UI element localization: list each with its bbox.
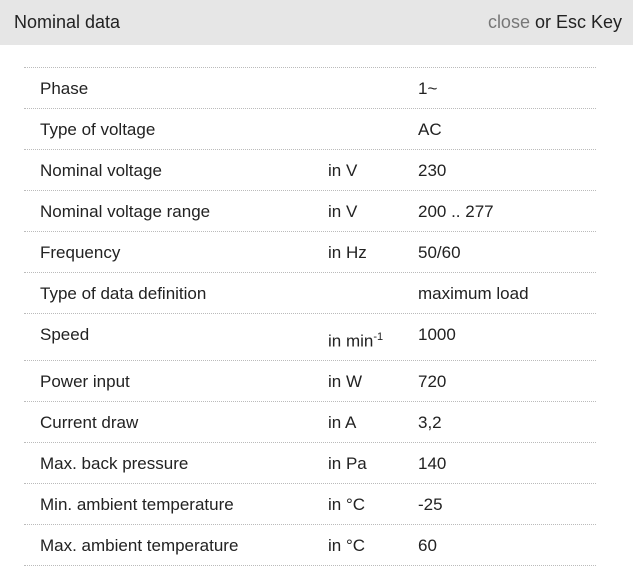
row-value: maximum load bbox=[418, 284, 529, 303]
unit-text: in min bbox=[328, 331, 374, 351]
row-unit: in V bbox=[328, 161, 358, 180]
row-label: Speed bbox=[40, 325, 90, 344]
table-row: Speed in min-1 1000 bbox=[24, 314, 596, 361]
row-unit: in min-1 bbox=[328, 314, 418, 360]
table-row: Type of data definition maximum load bbox=[24, 273, 596, 314]
row-unit: in W bbox=[328, 372, 362, 391]
dialog-header: Nominal data close or Esc Key bbox=[0, 0, 633, 45]
row-value: 1~ bbox=[418, 79, 438, 98]
row-value: 720 bbox=[418, 372, 447, 391]
nominal-data-table: Phase 1~ Type of voltage AC Nominal voltage i… bbox=[24, 67, 596, 566]
close-hint: close or Esc Key bbox=[488, 12, 622, 33]
row-value: -25 bbox=[418, 495, 443, 514]
row-label: Type of data definition bbox=[40, 284, 207, 303]
row-value: 50/60 bbox=[418, 243, 461, 262]
row-label: Nominal voltage bbox=[40, 161, 162, 180]
table-row: Max. back pressure in Pa 140 bbox=[24, 443, 596, 484]
dialog-title: Nominal data bbox=[14, 12, 121, 32]
esc-hint: or Esc Key bbox=[529, 12, 622, 32]
table-row: Power input in W 720 bbox=[24, 361, 596, 402]
row-unit: in V bbox=[328, 202, 358, 221]
row-unit bbox=[328, 109, 418, 149]
row-label: Current draw bbox=[40, 413, 139, 432]
table-row: Max. ambient temperature in °C 60 bbox=[24, 525, 596, 566]
row-unit bbox=[328, 273, 418, 313]
row-value: 1000 bbox=[418, 325, 456, 344]
row-value: 200 .. 277 bbox=[418, 202, 494, 221]
table-row: Phase 1~ bbox=[24, 68, 596, 109]
row-unit: in °C bbox=[328, 536, 366, 555]
row-label: Nominal voltage range bbox=[40, 202, 211, 221]
row-label: Max. back pressure bbox=[40, 454, 189, 473]
row-unit bbox=[328, 68, 418, 108]
row-unit: in A bbox=[328, 413, 357, 432]
table-row: Current draw in A 3,2 bbox=[24, 402, 596, 443]
unit-exponent: -1 bbox=[373, 331, 384, 343]
row-value: AC bbox=[418, 120, 442, 139]
row-value: 3,2 bbox=[418, 413, 442, 432]
table-row: Nominal voltage range in V 200 .. 277 bbox=[24, 191, 596, 232]
row-label: Frequency bbox=[40, 243, 121, 262]
table-row: Frequency in Hz 50/60 bbox=[24, 232, 596, 273]
row-label: Phase bbox=[40, 79, 89, 98]
row-label: Power input bbox=[40, 372, 130, 391]
table-row: Type of voltage AC bbox=[24, 109, 596, 150]
row-value: 60 bbox=[418, 536, 437, 555]
row-unit: in Pa bbox=[328, 454, 367, 473]
table-row: Min. ambient temperature in °C -25 bbox=[24, 484, 596, 525]
row-unit: in Hz bbox=[328, 243, 367, 262]
table-row: Nominal voltage in V 230 bbox=[24, 150, 596, 191]
row-unit: in °C bbox=[328, 495, 366, 514]
row-label: Min. ambient temperature bbox=[40, 495, 234, 514]
row-label: Max. ambient temperature bbox=[40, 536, 239, 555]
row-value: 140 bbox=[418, 454, 447, 473]
row-value: 230 bbox=[418, 161, 447, 180]
row-label: Type of voltage bbox=[40, 120, 156, 139]
close-link[interactable]: close bbox=[487, 12, 530, 32]
